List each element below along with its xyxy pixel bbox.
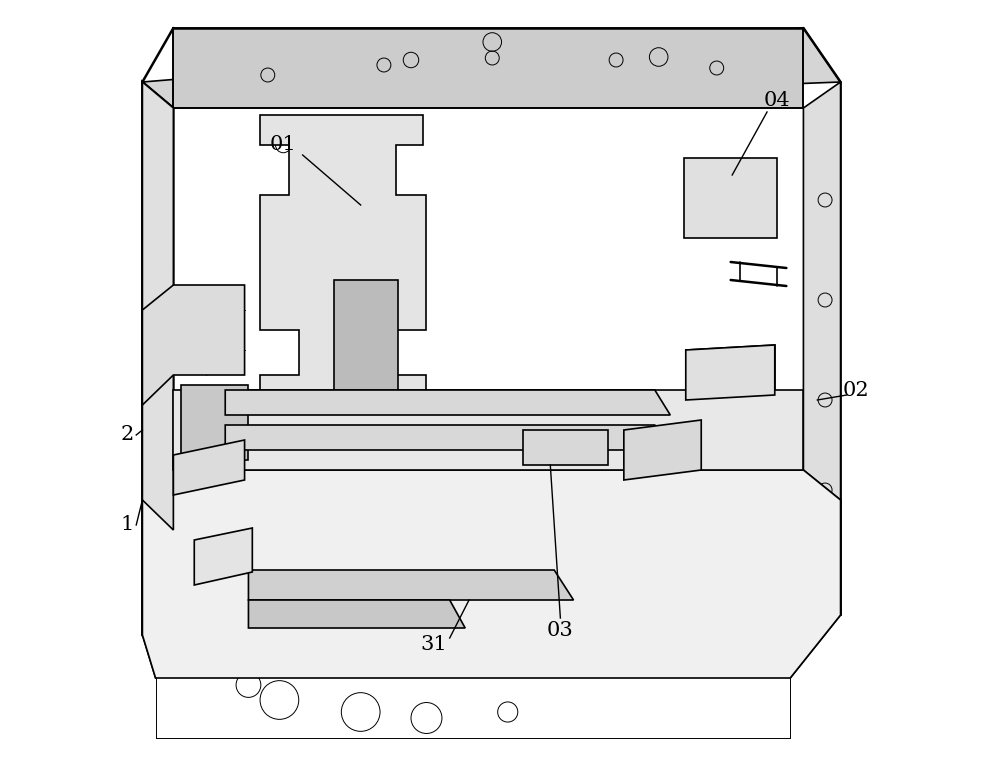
Polygon shape <box>803 82 841 530</box>
Polygon shape <box>173 440 245 495</box>
Polygon shape <box>142 82 173 530</box>
Polygon shape <box>194 528 252 585</box>
Polygon shape <box>260 115 426 445</box>
Polygon shape <box>334 280 398 390</box>
Polygon shape <box>173 28 803 108</box>
Polygon shape <box>523 430 608 465</box>
Text: 03: 03 <box>547 621 574 639</box>
Polygon shape <box>248 570 574 600</box>
Text: 31: 31 <box>421 635 448 655</box>
Polygon shape <box>142 28 841 108</box>
Text: 1: 1 <box>120 515 134 535</box>
Polygon shape <box>173 390 803 470</box>
Text: 01: 01 <box>270 135 297 155</box>
Polygon shape <box>142 82 173 530</box>
Polygon shape <box>684 158 777 238</box>
Polygon shape <box>142 285 245 405</box>
Polygon shape <box>225 425 670 450</box>
Polygon shape <box>225 390 670 415</box>
Text: 2: 2 <box>120 426 134 444</box>
Text: 04: 04 <box>764 91 790 109</box>
Polygon shape <box>142 470 841 678</box>
Polygon shape <box>686 345 775 400</box>
Polygon shape <box>248 600 465 628</box>
Polygon shape <box>624 420 701 480</box>
Polygon shape <box>181 385 248 460</box>
Text: 02: 02 <box>843 381 869 399</box>
